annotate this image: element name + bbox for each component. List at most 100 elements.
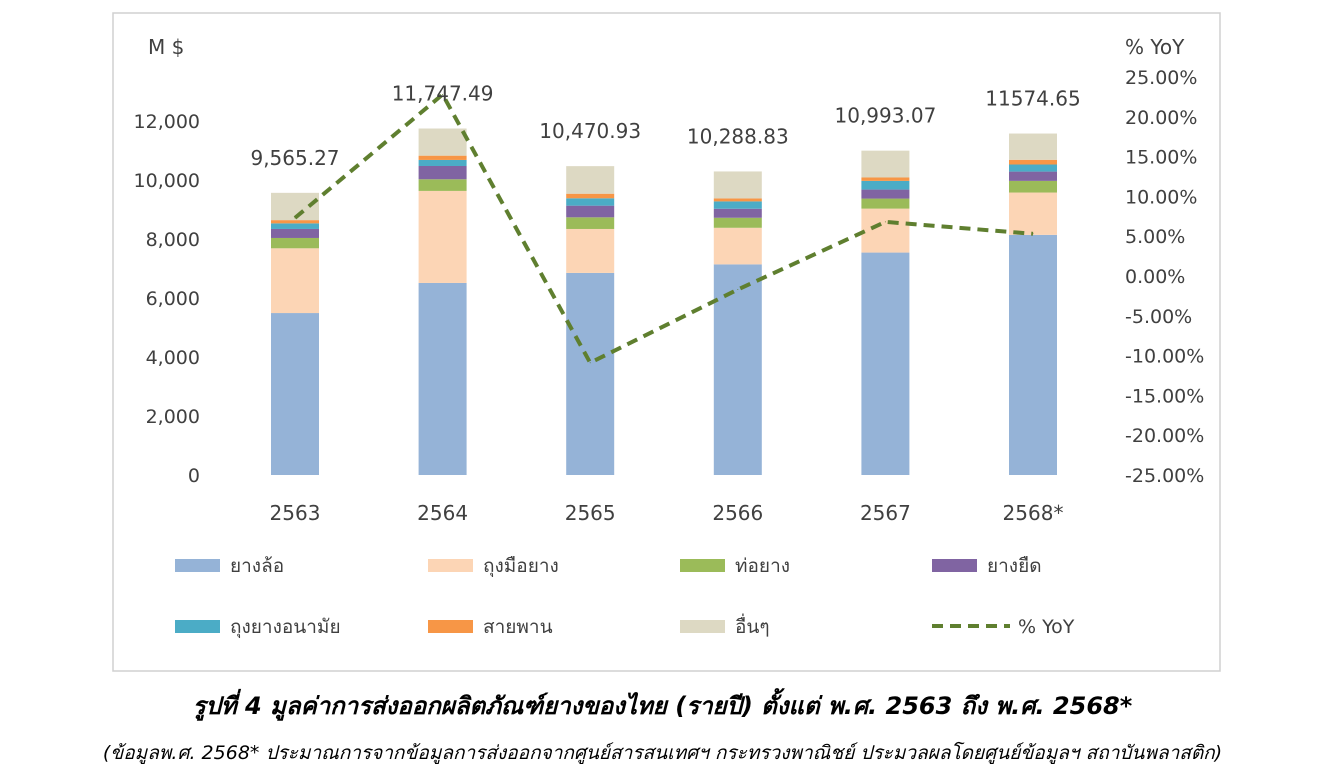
bar-segment <box>1009 133 1057 160</box>
yoy-point <box>1032 233 1034 235</box>
bar-segment <box>861 189 910 199</box>
bar-segment <box>713 208 762 218</box>
bar-segment <box>1009 164 1057 172</box>
bar-segment <box>418 282 467 475</box>
x-tick-label: 2564 <box>417 501 468 525</box>
y2-tick-label: 15.00% <box>1125 147 1197 169</box>
bar-segment <box>566 193 615 199</box>
x-tick-label: 2565 <box>565 501 616 525</box>
legend-swatch <box>428 620 473 633</box>
legend-item: ถุงยางอนามัย <box>175 616 341 639</box>
bar-segment <box>713 227 762 265</box>
bar-segment <box>418 165 467 180</box>
data-labels: 9,565.27 11,747.49 10,470.93 10,288.83 10,99… <box>250 82 1080 170</box>
y2-axis-label: % YoY <box>1125 35 1185 59</box>
legend-item: ยางล้อ <box>175 555 284 577</box>
legend-item: ถุงมือยาง <box>428 555 559 578</box>
bar-segment <box>713 201 762 209</box>
bar-segment <box>271 228 319 238</box>
yoy-point <box>442 94 444 96</box>
bar-segment <box>1009 192 1057 235</box>
bar-segment <box>861 150 910 178</box>
legend-swatch <box>175 620 220 633</box>
bar-segment <box>861 208 910 253</box>
yoy-point <box>884 221 886 223</box>
bar-segment <box>861 180 910 190</box>
y-tick-label: 8,000 <box>146 229 200 251</box>
y2-tick-label: 10.00% <box>1125 186 1197 208</box>
yoy-point <box>589 362 591 364</box>
bar-segment <box>418 179 467 191</box>
legend-label: ยางยืด <box>987 555 1042 577</box>
y-tick-label: 10,000 <box>134 170 200 192</box>
bar-segment <box>1009 234 1057 475</box>
y2-tick-label: 25.00% <box>1125 67 1197 89</box>
y2-tick-label: -25.00% <box>1125 465 1204 487</box>
legend-label: ถุงยางอนามัย <box>230 616 341 639</box>
legend-swatch <box>932 559 977 572</box>
bar-segment <box>861 177 910 181</box>
legend-label: อื่นๆ <box>735 613 770 638</box>
bar-segment <box>418 159 467 166</box>
legend-label: ยางล้อ <box>230 555 284 577</box>
legend-swatch <box>680 620 725 633</box>
y2-tick-label: -5.00% <box>1125 306 1192 328</box>
y-tick-label: 6,000 <box>146 288 200 310</box>
total-data-label: 9,565.27 <box>250 146 339 170</box>
bar-segment <box>271 237 319 249</box>
bar-segment <box>1009 171 1057 181</box>
y2-tick-label: 5.00% <box>1125 226 1185 248</box>
total-data-label: 10,470.93 <box>539 119 641 143</box>
bar-segment <box>861 198 910 209</box>
bar-segment <box>713 217 762 228</box>
bar-segment <box>861 252 910 475</box>
y-tick-label: 0 <box>188 465 200 487</box>
legend-item: % YoY <box>932 616 1075 638</box>
bar-segment <box>566 217 615 229</box>
bar-segment <box>566 272 615 475</box>
x-tick-label: 2567 <box>860 501 911 525</box>
bar-segment <box>713 171 762 199</box>
total-data-label: 10,288.83 <box>687 124 789 148</box>
y-tick-label: 4,000 <box>146 347 200 369</box>
yoy-point <box>294 217 296 219</box>
bar-segment <box>1009 159 1057 165</box>
x-tick-label: 2566 <box>712 501 763 525</box>
y-axis-label: M $ <box>148 35 184 59</box>
y2-tick-label: -20.00% <box>1125 425 1204 447</box>
legend-item: สายพาน <box>428 616 553 638</box>
bar-segment <box>566 205 615 218</box>
y2-tick-label: -10.00% <box>1125 346 1204 368</box>
legend-item: ยางยืด <box>932 555 1042 577</box>
y-tick-label: 2,000 <box>146 406 200 428</box>
axis-ticks: 0 2,000 4,000 6,000 8,000 10,000 12,000 -25.00%… <box>134 67 1205 525</box>
yoy-point <box>737 289 739 291</box>
bar-segment <box>418 190 467 283</box>
legend-swatch <box>680 559 725 572</box>
total-data-label: 10,993.07 <box>835 104 937 128</box>
legend-label: ถุงมือยาง <box>483 555 559 578</box>
bar-segment <box>418 128 467 156</box>
legend-label: สายพาน <box>483 616 553 638</box>
legend-swatch <box>428 559 473 572</box>
total-data-label: 11574.65 <box>985 87 1080 111</box>
bars <box>271 128 1057 475</box>
legend-label: ท่อยาง <box>735 555 790 577</box>
y2-tick-label: -15.00% <box>1125 385 1204 407</box>
yoy-line <box>293 91 1034 366</box>
legend: ยางล้อ ถุงมือยาง ท่อยาง ยางยืดถุงยางอนามัย ส… <box>175 555 1075 639</box>
bar-segment <box>566 166 615 194</box>
bar-segment <box>713 198 762 202</box>
legend-swatch <box>175 559 220 572</box>
bar-segment <box>1009 180 1057 193</box>
legend-item: ท่อยาง <box>680 555 790 577</box>
bar-segment <box>271 220 319 224</box>
legend-label: % YoY <box>1018 616 1075 638</box>
yoy-line-path <box>293 91 1034 366</box>
x-tick-label: 2568* <box>1003 501 1064 525</box>
figure-caption: รูปที่ 4 มูลค่าการส่งออกผลิตภัณฑ์ยางของไ… <box>192 692 1133 720</box>
legend-item: อื่นๆ <box>680 613 770 638</box>
total-data-label: 11,747.49 <box>392 82 494 106</box>
bar-segment <box>566 198 615 206</box>
